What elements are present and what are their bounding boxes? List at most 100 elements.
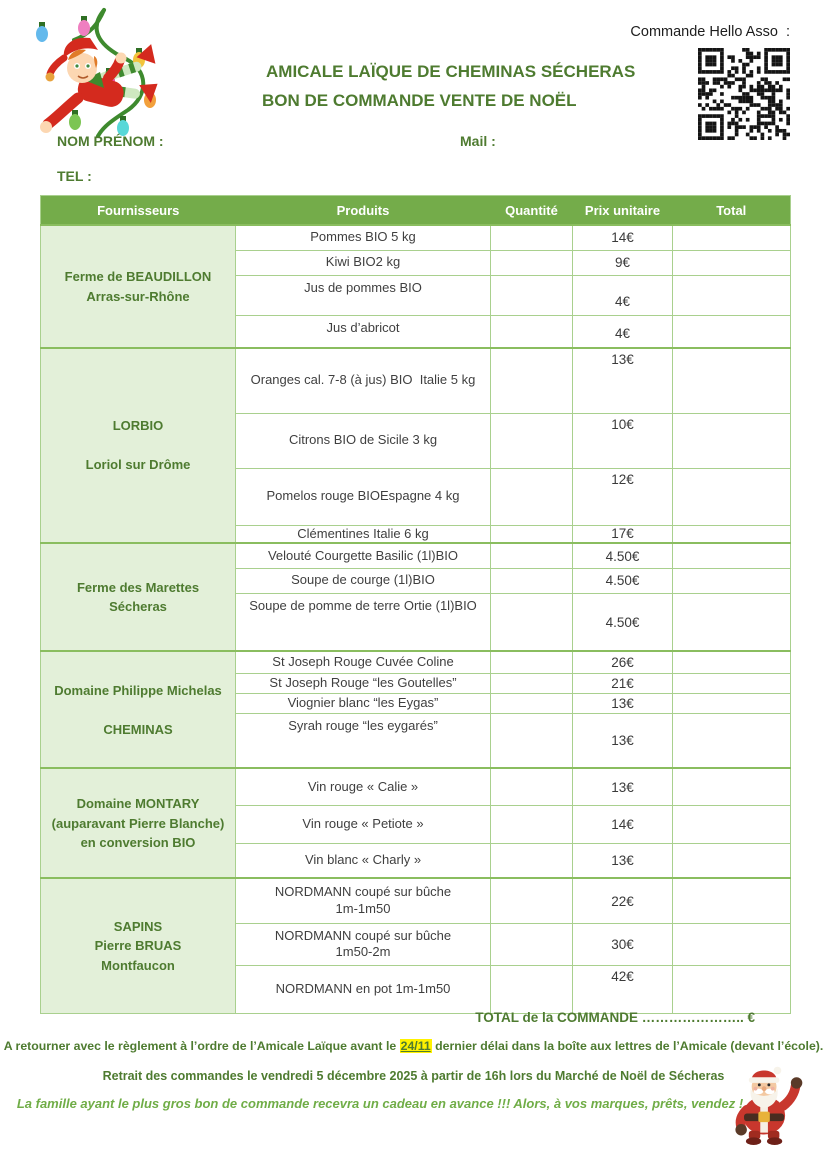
total-cell xyxy=(672,672,791,694)
supplier-cell: Domaine MONTARY (auparavant Pierre Blanch… xyxy=(40,767,236,879)
product-cell: Viognier blanc “les Eygas” xyxy=(235,692,491,714)
total-cell xyxy=(672,524,791,544)
quantity-cell xyxy=(490,592,573,652)
quantity-cell xyxy=(490,804,573,844)
supplier-cell: LORBIO Loriol sur Drôme xyxy=(40,346,236,544)
total-cell xyxy=(672,692,791,714)
contest-note: La famille ayant le plus gros bon de com… xyxy=(16,1096,744,1111)
unit-price-cell: 4.50€ xyxy=(572,567,673,594)
total-cell xyxy=(672,712,791,769)
product-cell: Vin rouge « Calie » xyxy=(235,767,491,806)
unit-price-cell: 17€ xyxy=(572,524,673,544)
quantity-cell xyxy=(490,314,573,349)
quantity-cell xyxy=(490,650,573,674)
product-cell: NORDMANN coupé sur bûche 1m-1m50 xyxy=(235,877,491,924)
quantity-cell xyxy=(490,767,573,806)
unit-price-cell: 13€ xyxy=(572,767,673,806)
column-header: Total xyxy=(672,195,791,225)
quantity-cell xyxy=(490,347,573,414)
quantity-cell xyxy=(490,672,573,694)
table-row: Domaine MONTARY (auparavant Pierre Blanch… xyxy=(40,767,791,879)
product-cell: Kiwi BIO2 kg xyxy=(235,249,491,276)
unit-price-cell: 9€ xyxy=(572,249,673,276)
tel-field-label: TEL : xyxy=(57,168,92,184)
unit-price-cell: 4€ xyxy=(572,274,673,316)
total-cell xyxy=(672,412,791,469)
total-cell xyxy=(672,877,791,924)
unit-price-cell: 13€ xyxy=(572,712,673,769)
product-cell: Jus d’abricot xyxy=(235,314,491,349)
page-title: AMICALE LAÏQUE DE CHEMINAS SÉCHERAS xyxy=(266,62,636,81)
elf-christmas-lights-icon xyxy=(36,8,158,138)
unit-price-cell: 26€ xyxy=(572,650,673,674)
qr-code xyxy=(698,48,790,140)
unit-price-cell: 13€ xyxy=(572,347,673,414)
supplier-cell: SAPINS Pierre BRUAS Montfaucon xyxy=(40,877,236,1014)
unit-price-cell: 12€ xyxy=(572,467,673,526)
product-cell: Soupe de pomme de terre Ortie (1l)BIO xyxy=(235,592,491,652)
unit-price-cell: 14€ xyxy=(572,224,673,251)
mail-field-label: Mail : xyxy=(460,133,496,149)
quantity-cell xyxy=(490,412,573,469)
product-cell: Pommes BIO 5 kg xyxy=(235,224,491,251)
table-row: Jus d’abricot 4€ xyxy=(41,314,791,349)
return-instructions: A retourner avec le règlement à l’ordre … xyxy=(0,1039,827,1053)
supplier-cell: Domaine Philippe Michelas CHEMINAS xyxy=(40,650,236,769)
title-block: AMICALE LAÏQUE DE CHEMINAS SÉCHERAS BON … xyxy=(262,57,635,115)
total-cell xyxy=(672,249,791,276)
order-table: Fournisseurs Produits Quantité Prix unitair… xyxy=(40,195,791,1014)
quantity-cell xyxy=(490,467,573,526)
total-cell xyxy=(672,592,791,652)
quantity-cell xyxy=(490,224,573,251)
unit-price-cell: 10€ xyxy=(572,412,673,469)
column-header: Prix unitaire xyxy=(572,195,673,225)
name-field-label: NOM PRÉNOM : xyxy=(57,133,164,149)
table-row: Viognier blanc “les Eygas” 13€ xyxy=(41,692,791,714)
supplier-cell: Ferme des Marettes Sécheras xyxy=(40,542,236,652)
table-row: Vin blanc « Charly » 13€ xyxy=(41,842,791,879)
quantity-cell xyxy=(490,712,573,769)
table-row: Citrons BIO de Sicile 3 kg 10€ xyxy=(41,412,791,469)
santa-claus-icon xyxy=(735,1066,803,1146)
page-subtitle: BON DE COMMANDE VENTE DE NOËL xyxy=(262,91,577,110)
table-row: Syrah rouge “les eygarés” 13€ xyxy=(41,712,791,769)
unit-price-cell: 13€ xyxy=(572,842,673,879)
total-cell xyxy=(672,804,791,844)
quantity-cell xyxy=(490,249,573,276)
order-table-body: Ferme de BEAUDILLON Arras-sur-Rhône Pommes… xyxy=(40,224,791,1014)
unit-price-cell: 42€ xyxy=(572,964,673,1014)
table-row: SAPINS Pierre BRUAS Montfaucon NORDMANN cou… xyxy=(40,877,791,1014)
table-row: Soupe de pomme de terre Ortie (1l)BIO 4.5… xyxy=(41,592,791,652)
total-cell xyxy=(672,347,791,414)
total-cell xyxy=(672,467,791,526)
unit-price-cell: 30€ xyxy=(572,922,673,966)
table-row: LORBIO Loriol sur Drôme Oranges cal. 7-8 … xyxy=(40,346,791,544)
unit-price-cell: 14€ xyxy=(572,804,673,844)
quantity-cell xyxy=(490,877,573,924)
quantity-cell xyxy=(490,692,573,714)
table-row: Ferme des Marettes Sécheras Velouté Courge… xyxy=(40,542,791,652)
product-cell: Velouté Courgette Basilic (1l)BIO xyxy=(235,542,491,569)
order-table-header-row: Fournisseurs Produits Quantité Prix unitair… xyxy=(40,195,791,225)
pickup-info: Retrait des commandes le vendredi 5 déce… xyxy=(102,1069,725,1083)
total-cell xyxy=(672,842,791,879)
product-cell: St Joseph Rouge Cuvée Coline xyxy=(235,650,491,674)
total-cell xyxy=(672,542,791,569)
product-cell: Citrons BIO de Sicile 3 kg xyxy=(235,412,491,469)
unit-price-cell: 4.50€ xyxy=(572,592,673,652)
table-row: Clémentines Italie 6 kg 17€ xyxy=(41,524,791,544)
quantity-cell xyxy=(490,567,573,594)
product-cell: Syrah rouge “les eygarés” xyxy=(235,712,491,769)
order-total-line: TOTAL de la COMMANDE ………………….. € xyxy=(475,1010,755,1025)
product-cell: Oranges cal. 7-8 (à jus) BIO Italie 5 kg xyxy=(235,347,491,414)
unit-price-cell: 4.50€ xyxy=(572,542,673,569)
table-row: NORDMANN en pot 1m-1m50 42€ xyxy=(41,964,791,1014)
product-cell: Vin rouge « Petiote » xyxy=(235,804,491,844)
quantity-cell xyxy=(490,542,573,569)
total-cell xyxy=(672,767,791,806)
quantity-cell xyxy=(490,842,573,879)
total-cell xyxy=(672,274,791,316)
helloasso-label: Commande Hello Asso : xyxy=(630,24,790,40)
table-row: Domaine Philippe Michelas CHEMINAS St Jos… xyxy=(40,650,791,769)
quantity-cell xyxy=(490,524,573,544)
